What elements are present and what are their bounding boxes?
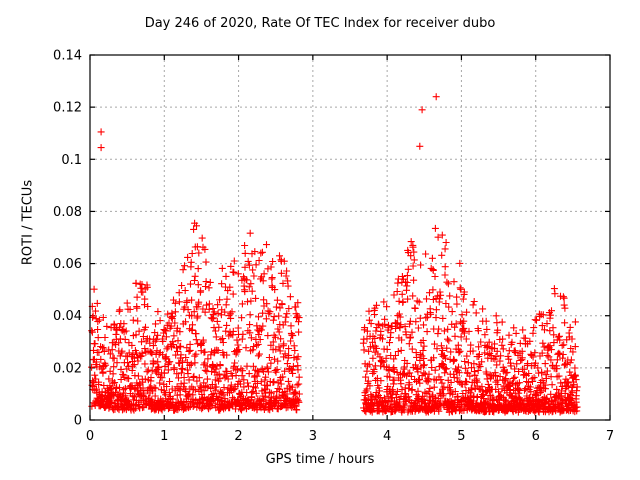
page-title: Day 246 of 2020, Rate Of TEC Index for r… [144, 16, 496, 31]
x-tick-label: 2 [234, 429, 242, 444]
y-tick-label: 0.04 [53, 309, 82, 324]
x-axis-label: GPS time / hours [265, 452, 375, 467]
y-tick-label: 0.14 [53, 49, 82, 64]
x-tick-label: 0 [86, 429, 94, 444]
x-tick-label: 7 [606, 429, 614, 444]
y-tick-label: 0.12 [53, 101, 82, 116]
x-tick-label: 6 [532, 429, 540, 444]
x-tick-label: 1 [160, 429, 168, 444]
x-tick-label: 3 [309, 429, 317, 444]
scatter-points [88, 93, 581, 416]
y-tick-label: 0.06 [53, 257, 82, 272]
y-tick-label: 0.1 [61, 153, 82, 168]
y-tick-label: 0 [74, 414, 82, 429]
y-tick-label: 0.08 [53, 205, 82, 220]
x-tick-label: 5 [457, 429, 465, 444]
plot-frame [89, 54, 611, 421]
tick-labels: 0 1 2 3 4 5 6 7 0 0.02 0.04 0.06 0.08 0.1 0.12 0.14 [53, 49, 614, 445]
y-tick-label: 0.02 [53, 361, 82, 376]
x-tick-label: 4 [383, 429, 391, 444]
